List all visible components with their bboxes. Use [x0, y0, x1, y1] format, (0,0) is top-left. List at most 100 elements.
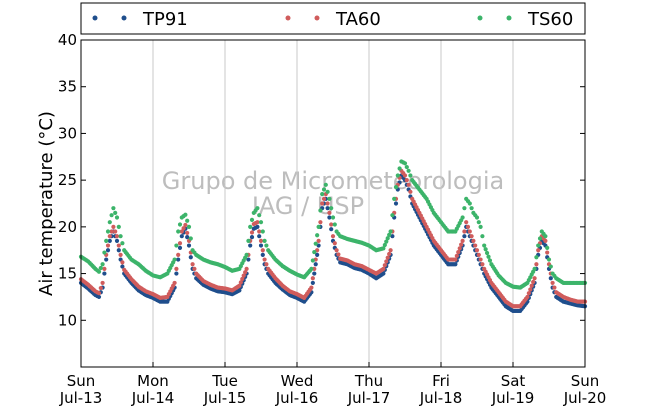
data-point — [327, 215, 332, 220]
legend: TP91 TA60 TS60 — [80, 2, 586, 35]
data-point — [192, 266, 197, 271]
data-point — [118, 234, 123, 239]
data-point — [120, 264, 125, 269]
data-point — [102, 266, 107, 271]
data-point — [453, 257, 458, 262]
data-point — [460, 238, 465, 243]
data-point — [255, 206, 260, 211]
data-point — [404, 164, 409, 170]
data-point — [382, 263, 387, 268]
series-TA60 — [78, 168, 588, 309]
data-point — [385, 236, 390, 241]
data-point — [98, 285, 103, 291]
data-point — [313, 262, 318, 267]
legend-marker — [121, 15, 127, 21]
data-point — [321, 196, 327, 201]
legend-label: TA60 — [335, 9, 381, 30]
data-point — [381, 271, 386, 276]
data-point — [487, 258, 493, 263]
data-point — [536, 243, 541, 248]
data-point — [310, 280, 315, 286]
y-axis: 10 15 20 25 30 35 40 — [58, 31, 585, 329]
data-point — [476, 220, 481, 225]
x-tick-date: Jul-14 — [131, 389, 175, 407]
data-point — [176, 229, 181, 234]
data-point — [186, 243, 192, 248]
data-point — [336, 252, 341, 257]
data-point — [114, 238, 120, 243]
data-point — [545, 250, 550, 255]
data-series — [78, 159, 588, 314]
data-point — [381, 266, 386, 271]
x-tick-date: Jul-15 — [203, 389, 247, 407]
data-point — [534, 255, 539, 260]
y-axis-label: Air temperature (°C) — [36, 111, 57, 296]
data-point — [262, 238, 267, 243]
data-point — [264, 262, 269, 267]
data-point — [246, 238, 251, 243]
data-point — [257, 229, 262, 234]
plot-frame — [80, 39, 586, 368]
data-point — [96, 291, 102, 296]
data-point — [260, 248, 265, 253]
data-point — [529, 283, 534, 288]
series-TS60 — [78, 159, 588, 290]
data-point — [532, 276, 537, 281]
x-tick-day: Fri — [432, 372, 450, 390]
data-point — [462, 229, 467, 234]
data-point — [325, 206, 330, 211]
data-point — [105, 248, 111, 253]
data-point — [179, 234, 184, 239]
data-point — [469, 206, 474, 211]
data-point — [104, 238, 109, 243]
data-point — [334, 248, 339, 253]
x-tick-date: Jul-13 — [59, 389, 103, 407]
watermark: Grupo de Micrometeorologia IAG / USP — [162, 167, 504, 220]
data-point — [98, 265, 103, 271]
vertical-gridlines — [152, 40, 514, 367]
data-point — [174, 271, 179, 276]
data-point — [186, 224, 192, 229]
y-tick-label: 30 — [58, 124, 77, 142]
y-tick-label: 25 — [58, 171, 77, 189]
y-tick-label: 40 — [58, 31, 77, 49]
data-point — [120, 260, 125, 265]
data-point — [525, 294, 530, 300]
data-point — [118, 252, 123, 257]
data-point — [404, 178, 409, 183]
data-point — [177, 241, 183, 246]
data-point — [382, 242, 387, 248]
data-point — [255, 220, 260, 225]
data-point — [176, 257, 181, 262]
watermark-line1: Grupo de Micrometeorologia — [162, 167, 504, 195]
data-point — [244, 266, 249, 271]
data-point — [257, 234, 262, 239]
data-point — [105, 229, 111, 234]
data-point — [384, 239, 389, 244]
data-point — [102, 250, 107, 255]
data-point — [183, 212, 188, 217]
data-point — [465, 224, 471, 229]
data-point — [262, 257, 267, 262]
data-point — [172, 280, 177, 286]
legend-label: TP91 — [142, 9, 188, 30]
data-point — [316, 224, 321, 229]
data-point — [316, 238, 321, 243]
x-tick-date: Jul-16 — [275, 389, 319, 407]
data-point — [462, 234, 467, 239]
data-point — [320, 201, 325, 206]
data-point — [185, 218, 190, 223]
legend-marker — [314, 15, 320, 21]
data-point — [474, 248, 480, 253]
data-point — [543, 234, 548, 239]
data-point — [545, 245, 550, 250]
x-tick-day: Wed — [281, 372, 314, 390]
data-point — [330, 215, 336, 220]
data-point — [315, 252, 320, 257]
data-point — [318, 208, 323, 213]
data-point — [109, 213, 114, 218]
data-point — [120, 241, 125, 246]
data-point — [315, 233, 320, 238]
data-point — [460, 215, 465, 220]
